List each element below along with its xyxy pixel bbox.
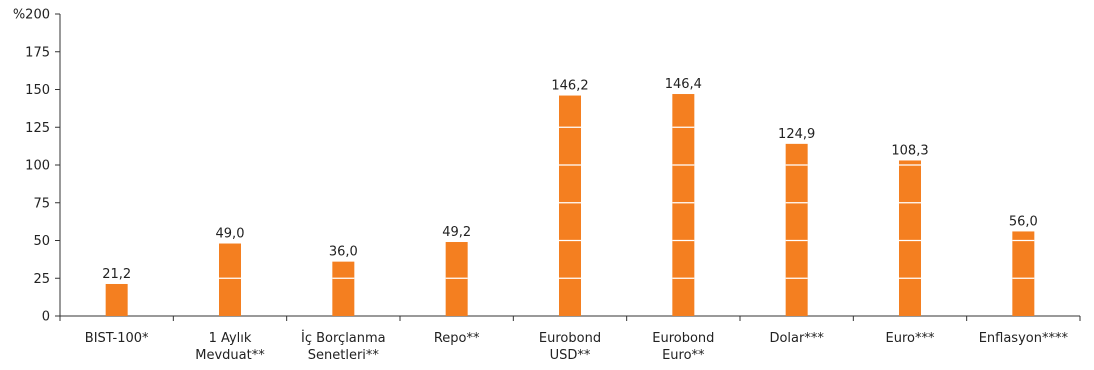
data-label: 146,2 — [551, 79, 588, 94]
bar — [445, 242, 468, 316]
category-label: İç Borçlanma — [301, 330, 386, 346]
bar — [1012, 231, 1035, 316]
category-label: Euro** — [662, 348, 705, 363]
data-label: 49,0 — [216, 227, 245, 242]
category-label: Eurobond — [652, 331, 714, 346]
y-tick-label: 200 — [25, 8, 50, 23]
y-tick-label: 150 — [25, 83, 50, 98]
bar — [332, 261, 355, 316]
data-label: 49,2 — [442, 225, 471, 240]
category-label: USD** — [550, 348, 591, 363]
data-label: 36,0 — [329, 245, 358, 260]
y-unit-label: % — [13, 8, 25, 23]
bar — [219, 243, 241, 316]
category-labels: BIST-100* 1 Aylık Mevduat** İç Borçlanma Sen… — [85, 330, 1069, 363]
x-axis — [59, 315, 1081, 321]
data-label: 146,4 — [665, 77, 702, 92]
bars — [105, 94, 1035, 316]
category-label: 1 Aylık — [209, 331, 252, 346]
y-tick-label: 75 — [33, 196, 50, 211]
category-label: Euro*** — [886, 331, 935, 346]
y-axis: 0 25 50 75 100 125 150 175 200% — [13, 8, 61, 325]
category-label: Mevduat** — [195, 348, 265, 363]
bar — [785, 143, 808, 316]
category-label: Eurobond — [539, 331, 601, 346]
data-label: 124,9 — [778, 127, 815, 142]
bar — [559, 95, 581, 316]
y-tick-label: 50 — [33, 234, 50, 249]
y-tick-label: 0 — [42, 310, 50, 325]
data-label: 21,2 — [102, 267, 131, 282]
category-label: Senetleri** — [308, 348, 380, 363]
bar — [899, 160, 921, 316]
category-label: BIST-100* — [85, 331, 149, 346]
data-labels: 21,2 49,0 36,0 49,2 146,2 146,4 124,9 108,3 56,0 — [102, 77, 1038, 282]
bar — [672, 94, 695, 316]
y-tick-label: 100 — [25, 159, 50, 174]
data-label: 108,3 — [891, 143, 928, 158]
category-label: Dolar*** — [769, 331, 824, 346]
bar — [105, 283, 128, 316]
category-label: Enflasyon**** — [979, 331, 1069, 346]
y-tick-label: 175 — [25, 45, 50, 60]
y-tick-label: 125 — [25, 121, 50, 136]
y-tick-label: 25 — [33, 272, 50, 287]
category-label: Repo** — [434, 331, 480, 346]
data-label: 56,0 — [1009, 214, 1038, 229]
